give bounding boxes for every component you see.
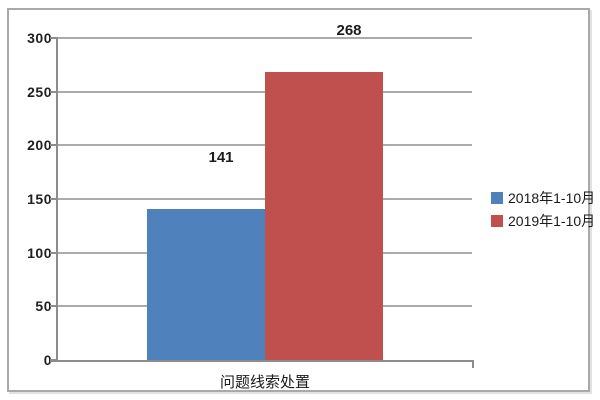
x-axis-category-label: 问题线索处置 — [219, 374, 310, 391]
y-tick-label-0: 0 — [43, 352, 52, 368]
chart-frame: 0 50 100 150 200 250 300 141 268 问题线索处置 2018年1… — [7, 8, 595, 392]
legend-label: 2018年1-10月 — [508, 190, 596, 206]
bars-group — [58, 38, 472, 360]
y-tick-label-150: 150 — [27, 191, 52, 207]
legend-swatch-icon — [491, 192, 503, 204]
y-tick-label-50: 50 — [35, 298, 52, 315]
legend-item-2019年1-10月: 2019年1-10月 — [491, 212, 595, 230]
x-axis-end-tick — [472, 360, 474, 368]
y-tick-label-200: 200 — [27, 137, 52, 154]
x-axis-line — [50, 360, 472, 362]
legend-label: 2019年1-10月 — [508, 213, 596, 229]
legend-swatch-icon — [491, 215, 503, 227]
y-tick-label-250: 250 — [27, 83, 52, 100]
gridline-300 — [58, 37, 472, 39]
y-tick-0 — [50, 359, 58, 361]
y-tick-label-300: 300 — [27, 30, 52, 46]
y-tick-300 — [50, 37, 58, 39]
y-tick-150 — [50, 198, 58, 200]
y-tick-250 — [50, 90, 58, 93]
data-label-2019: 268 — [336, 22, 362, 39]
legend: 2018年1-10月 2019年1-10月 — [491, 189, 595, 235]
plot-area: 141 268 — [50, 22, 474, 368]
y-tick-200 — [50, 144, 58, 147]
legend-item-2018年1-10月: 2018年1-10月 — [491, 189, 595, 207]
y-tick-50 — [50, 305, 58, 308]
y-axis-tick-labels: 0 50 100 150 200 250 300 — [9, 31, 52, 367]
bar-2018年1-10月 — [147, 208, 265, 360]
y-tick-100 — [50, 251, 58, 254]
data-label-2018: 141 — [208, 149, 234, 166]
y-tick-label-100: 100 — [27, 244, 52, 261]
bar-2019年1-10月 — [265, 72, 383, 360]
